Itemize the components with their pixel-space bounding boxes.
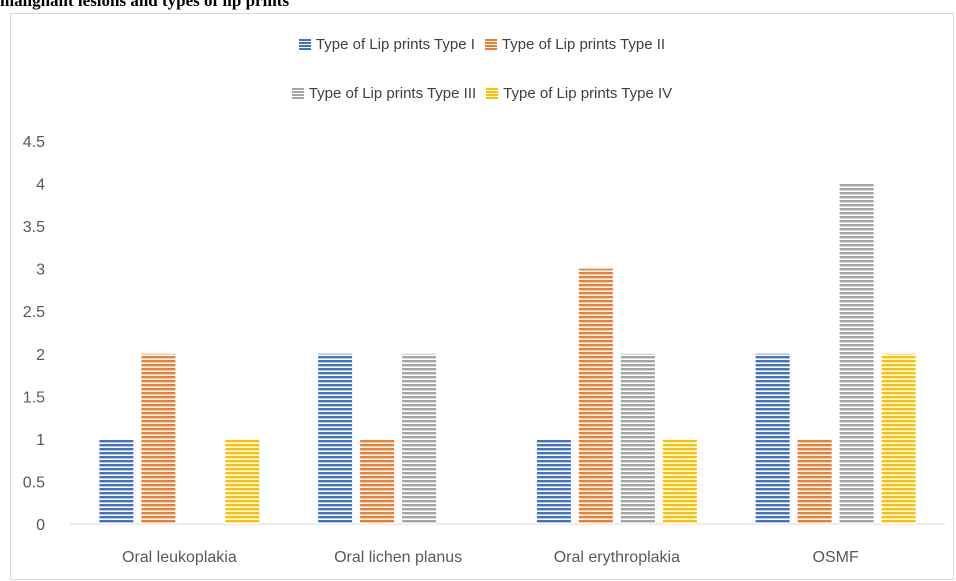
legend-item-type-4: Type of Lip prints Type IV [486, 85, 672, 102]
legend-label: Type of Lip prints Type III [308, 85, 477, 102]
bar-1-1 [99, 438, 134, 524]
bar-2-3 [578, 268, 613, 524]
x-category-label: Oral lichen planus [334, 549, 462, 566]
chart-caption: malignant lesions and types of lip print… [0, 0, 290, 10]
y-tick-label: 4 [36, 177, 45, 194]
legend-row-2: Type of Lip prints Type III Type of Lip … [11, 85, 953, 102]
y-tick-label: 1.5 [23, 389, 45, 406]
legend-label: Type of Lip prints Type IV [503, 85, 673, 102]
bar-4-1 [225, 438, 260, 524]
y-tick-label: 0 [36, 517, 45, 534]
bar-4-4 [881, 353, 916, 524]
bar-4-3 [662, 438, 697, 524]
bar-2-1 [141, 353, 176, 524]
legend-item-type-1: Type of Lip prints Type I [298, 36, 475, 53]
bar-3-3 [620, 353, 655, 524]
y-tick-label: 3 [36, 262, 45, 279]
legend-item-type-2: Type of Lip prints Type II [484, 36, 666, 53]
legend-label: Type of Lip prints Type II [501, 36, 666, 53]
y-tick-label: 4.5 [23, 134, 45, 151]
x-category-label: Oral leukoplakia [122, 549, 237, 566]
legend-row-1: Type of Lip prints Type I Type of Lip pr… [11, 36, 953, 53]
y-tick-label: 1 [36, 432, 45, 449]
bar-1-3 [536, 438, 571, 524]
y-tick-label: 2.5 [23, 304, 45, 321]
legend-swatch [484, 38, 497, 51]
bar-1-4 [755, 353, 790, 524]
x-category-label: Oral erythroplakia [554, 549, 680, 566]
legend-swatch [298, 38, 311, 51]
bar-3-4 [839, 183, 874, 525]
bar-3-2 [402, 353, 437, 524]
bar-2-4 [797, 438, 832, 524]
y-tick-label: 3.5 [23, 219, 45, 236]
x-category-label: OSMF [813, 549, 859, 566]
y-tick-label: 2 [36, 347, 45, 364]
y-tick-label: 0.5 [23, 474, 45, 491]
legend-swatch [291, 87, 304, 100]
bar-1-2 [318, 353, 353, 524]
legend-item-type-3: Type of Lip prints Type III [291, 85, 477, 102]
legend-label: Type of Lip prints Type I [315, 36, 475, 53]
bar-2-2 [360, 438, 395, 524]
legend-swatch [486, 87, 499, 100]
